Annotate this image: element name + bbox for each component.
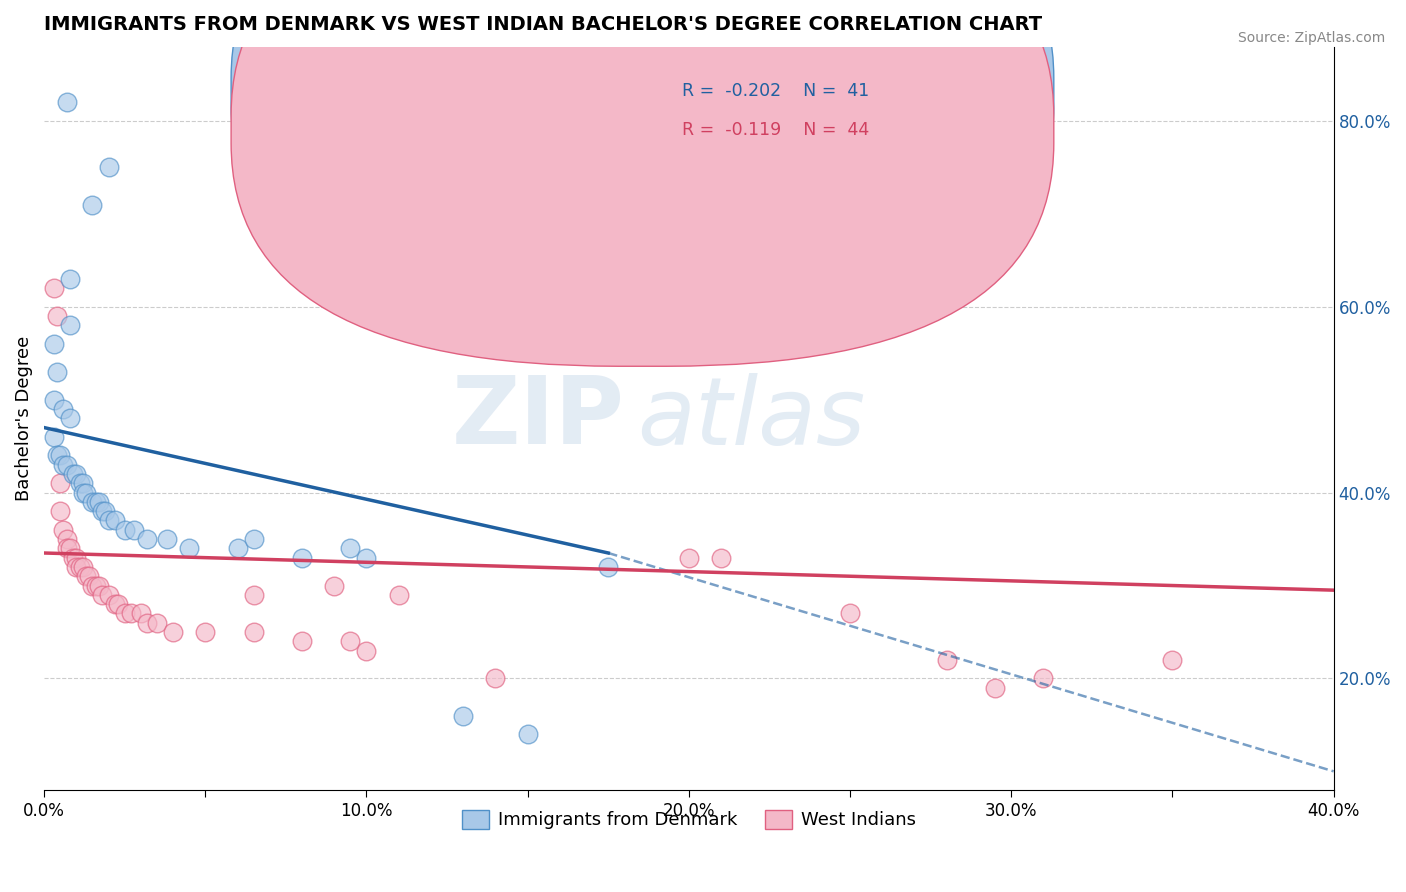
Point [114,607,136,621]
Point [356,643,378,657]
Legend: Immigrants from Denmark, West Indians: Immigrants from Denmark, West Indians [454,803,922,837]
Text: atlas: atlas [637,373,866,464]
Point [226,541,249,556]
Point [52,402,75,417]
Point [59,411,82,425]
Point [91,504,114,518]
Point [82,197,104,211]
Point [242,624,264,639]
Point [984,681,1007,695]
Point [75,485,97,500]
Point [49,476,72,491]
Point [42,430,65,444]
Point [42,392,65,407]
Point [291,550,314,565]
Point [129,607,152,621]
Point [598,560,620,574]
Point [72,485,94,500]
Point [55,532,77,546]
Point [62,550,84,565]
FancyBboxPatch shape [231,0,1054,367]
Text: Source: ZipAtlas.com: Source: ZipAtlas.com [1237,31,1385,45]
Point [69,476,91,491]
Point [46,365,69,379]
Point [97,588,120,602]
Point [339,541,361,556]
Point [84,495,107,509]
Point [59,272,82,286]
Point [179,541,201,556]
Y-axis label: Bachelor's Degree: Bachelor's Degree [15,335,32,501]
Text: IMMIGRANTS FROM DENMARK VS WEST INDIAN BACHELOR'S DEGREE CORRELATION CHART: IMMIGRANTS FROM DENMARK VS WEST INDIAN B… [44,15,1042,34]
Point [46,449,69,463]
Point [388,588,411,602]
Point [65,550,87,565]
Point [451,708,474,723]
Point [87,578,110,592]
Point [82,495,104,509]
Point [94,504,117,518]
Point [52,523,75,537]
Point [136,615,159,630]
Point [104,514,127,528]
Point [120,607,142,621]
Point [77,569,100,583]
Point [1032,672,1054,686]
FancyBboxPatch shape [231,0,1054,329]
Point [55,95,77,110]
FancyBboxPatch shape [592,62,960,161]
Point [72,560,94,574]
Point [59,541,82,556]
Point [339,634,361,648]
Point [678,550,700,565]
Point [935,653,957,667]
Point [55,541,77,556]
Point [59,318,82,333]
Point [516,727,538,741]
Point [484,672,506,686]
Text: R =  -0.119    N =  44: R = -0.119 N = 44 [682,121,870,139]
Point [72,476,94,491]
Point [52,458,75,472]
Point [84,578,107,592]
Point [242,588,264,602]
Point [42,281,65,295]
Point [114,523,136,537]
Point [136,532,159,546]
Point [194,624,217,639]
Point [91,588,114,602]
Point [87,495,110,509]
Point [146,615,169,630]
Text: ZIP: ZIP [451,372,624,465]
Point [356,550,378,565]
Point [69,560,91,574]
Point [65,560,87,574]
Point [97,514,120,528]
Point [46,309,69,323]
Point [710,550,733,565]
Point [839,607,862,621]
Point [97,161,120,175]
Point [49,504,72,518]
Point [42,337,65,351]
Point [82,578,104,592]
Point [55,458,77,472]
Point [75,569,97,583]
Text: R =  -0.202    N =  41: R = -0.202 N = 41 [682,82,870,100]
Point [242,532,264,546]
Point [104,597,127,611]
Point [107,597,129,611]
Point [162,624,184,639]
Point [124,523,146,537]
Point [65,467,87,481]
Point [62,467,84,481]
Point [49,449,72,463]
Point [1161,653,1184,667]
Point [291,634,314,648]
Point [323,578,346,592]
Point [156,532,179,546]
